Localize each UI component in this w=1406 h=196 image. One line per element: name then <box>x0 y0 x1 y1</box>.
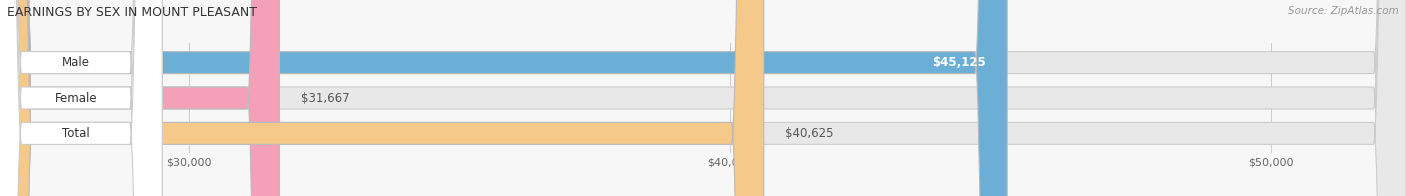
FancyBboxPatch shape <box>0 0 763 196</box>
Text: Total: Total <box>62 127 90 140</box>
FancyBboxPatch shape <box>0 0 280 196</box>
FancyBboxPatch shape <box>0 0 162 196</box>
Text: $40,625: $40,625 <box>786 127 834 140</box>
Text: EARNINGS BY SEX IN MOUNT PLEASANT: EARNINGS BY SEX IN MOUNT PLEASANT <box>7 6 257 19</box>
FancyBboxPatch shape <box>0 0 162 196</box>
Text: Source: ZipAtlas.com: Source: ZipAtlas.com <box>1288 6 1399 16</box>
FancyBboxPatch shape <box>0 0 162 196</box>
Text: $45,125: $45,125 <box>932 56 986 69</box>
FancyBboxPatch shape <box>0 0 1007 196</box>
Text: Male: Male <box>62 56 90 69</box>
Text: $31,667: $31,667 <box>301 92 350 104</box>
Text: Female: Female <box>55 92 97 104</box>
